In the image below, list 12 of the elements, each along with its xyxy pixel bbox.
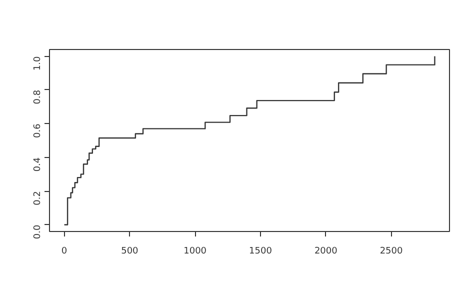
x-tick-label: 2000 <box>314 246 338 256</box>
x-tick-label: 500 <box>121 246 139 256</box>
x-tick-label: 2500 <box>380 246 404 256</box>
x-tick-label: 1500 <box>249 246 272 256</box>
y-tick-label: 0.4 <box>33 157 43 172</box>
y-tick-label: 0.8 <box>33 90 43 104</box>
y-tick-label: 0.6 <box>33 123 43 138</box>
x-tick-label: 0 <box>61 246 68 256</box>
y-tick-label: 1.0 <box>33 56 43 71</box>
y-tick-label: 0.0 <box>33 224 43 240</box>
y-tick-label: 0.2 <box>33 191 43 206</box>
x-tick-label: 1000 <box>184 246 207 256</box>
